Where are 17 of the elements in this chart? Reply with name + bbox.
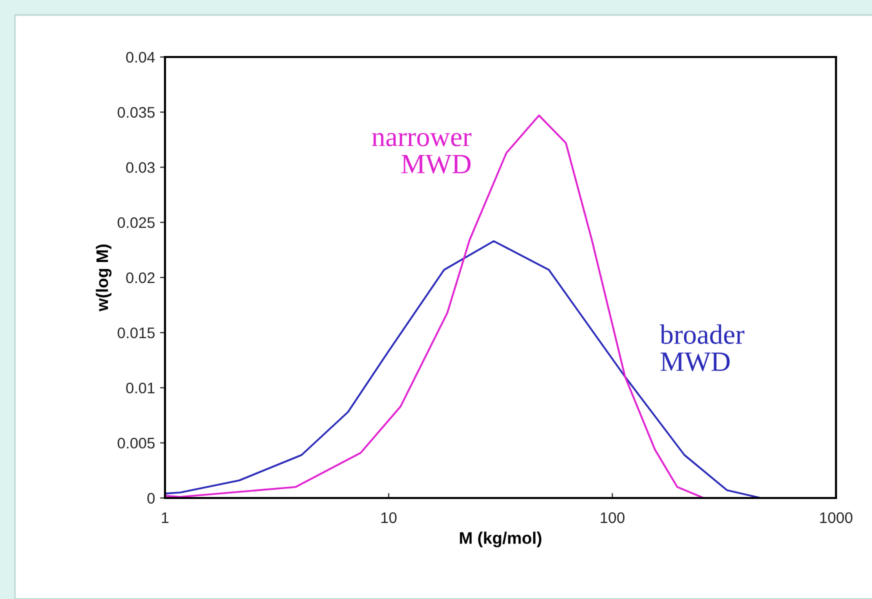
y-tick-label: 0.04 bbox=[126, 52, 155, 63]
y-tick-label: 0.02 bbox=[126, 272, 155, 284]
y-tick-label: 0.01 bbox=[126, 382, 155, 394]
y-axis-title: w(log M) bbox=[96, 244, 112, 312]
y-tick-label: 0.025 bbox=[118, 217, 155, 228]
x-tick-label: 1000 bbox=[820, 512, 852, 524]
x-tick-label: 1 bbox=[162, 512, 169, 523]
x-tick-label: 100 bbox=[600, 512, 624, 524]
x-axis-title: M (kg/mol) bbox=[460, 532, 542, 548]
y-tick-label: 0.03 bbox=[126, 162, 155, 173]
x-tick-label: 10 bbox=[381, 512, 397, 524]
series-label: broader MWD bbox=[660, 324, 744, 372]
y-tick-label: 0.035 bbox=[118, 106, 155, 118]
y-tick-label: 0.015 bbox=[118, 327, 155, 338]
y-tick-label: 0.005 bbox=[118, 438, 155, 449]
series-label: narrower MWD bbox=[372, 132, 472, 174]
y-tick-label: 0 bbox=[147, 492, 155, 504]
